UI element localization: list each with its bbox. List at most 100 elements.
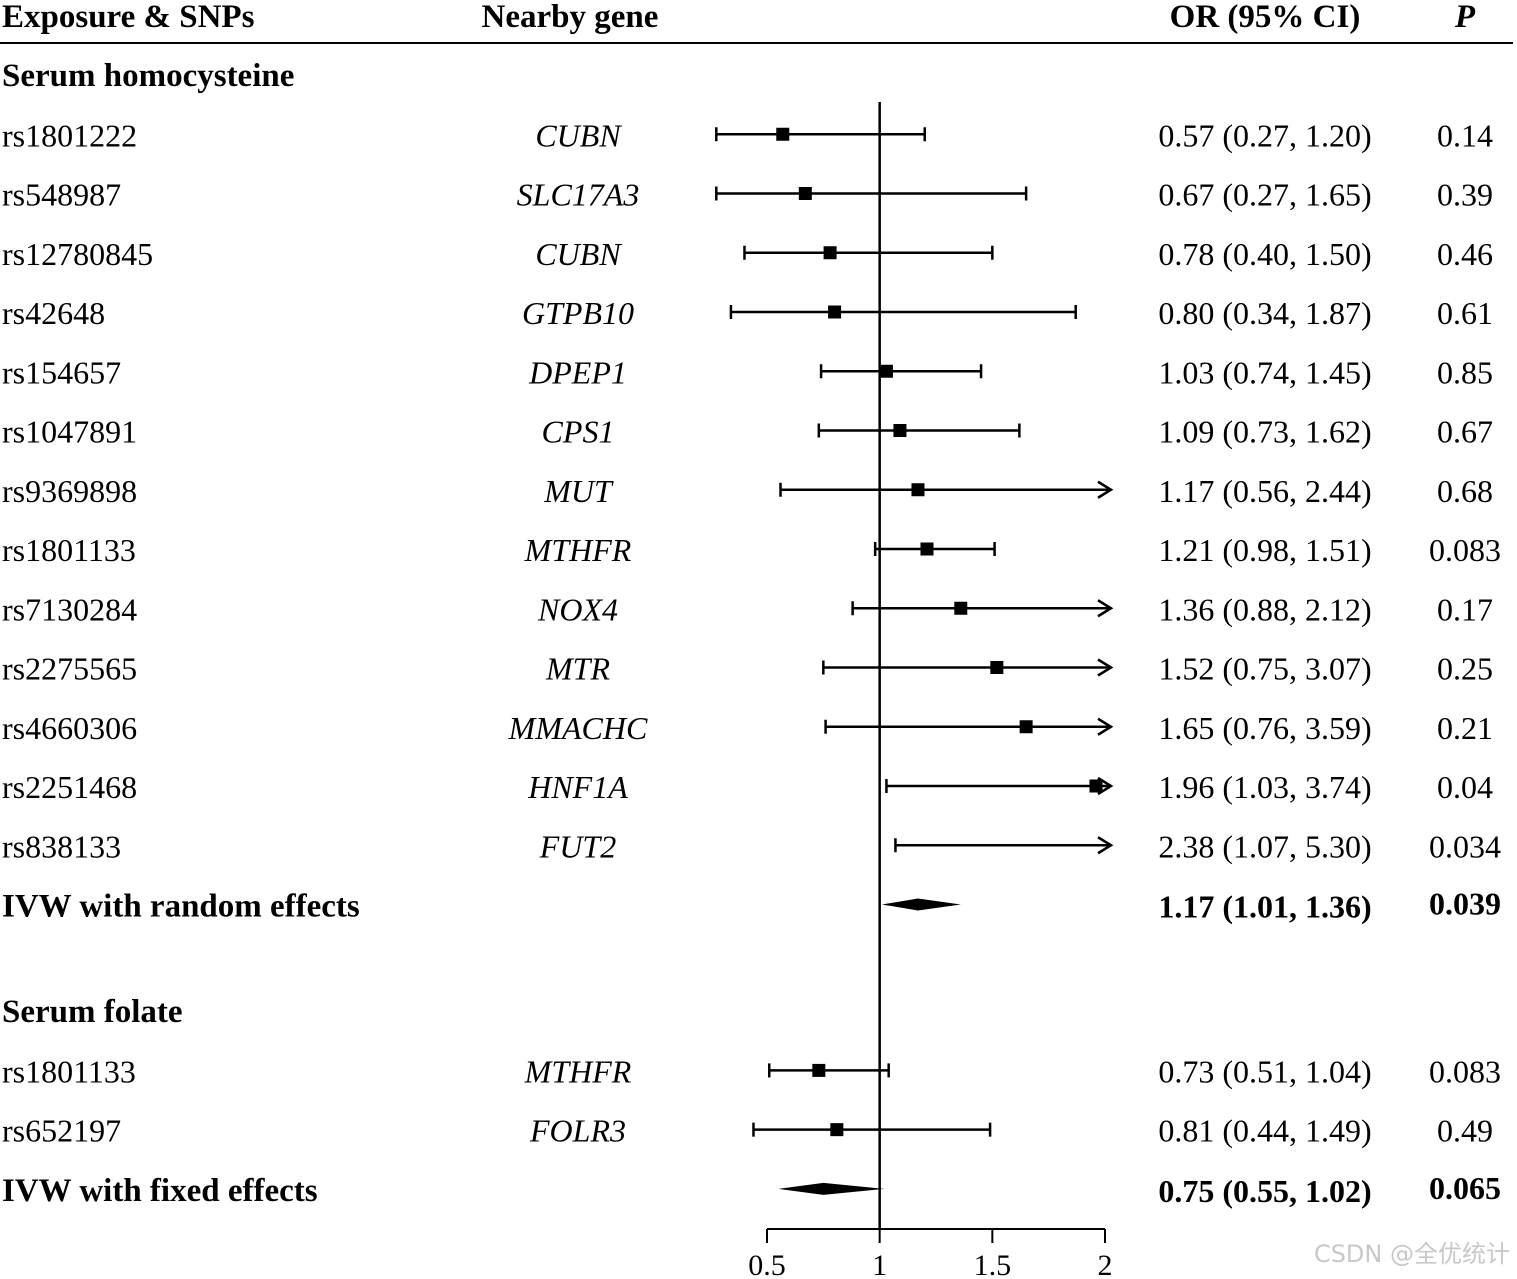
summary-label: IVW with random effects xyxy=(2,889,360,925)
or-ci-text: 0.78 (0.40, 1.50) xyxy=(1158,236,1371,272)
gene-label: CUBN xyxy=(535,236,622,272)
gene-label: MTR xyxy=(545,651,610,687)
point-estimate xyxy=(1019,720,1033,734)
summary-or-ci-text: 1.17 (1.01, 1.36) xyxy=(1158,889,1371,925)
or-ci-text: 1.52 (0.75, 3.07) xyxy=(1158,651,1371,687)
p-value: 0.39 xyxy=(1437,177,1493,213)
snp-label: rs1047891 xyxy=(2,414,137,450)
point-estimate xyxy=(954,601,968,615)
summary-p-value: 0.039 xyxy=(1429,886,1501,922)
x-axis-tick-label: 0.5 xyxy=(748,1249,786,1279)
gene-label: GTPB10 xyxy=(522,295,634,331)
gene-label: NOX4 xyxy=(537,591,618,627)
snp-label: rs548987 xyxy=(2,177,121,213)
gene-label: MTHFR xyxy=(524,532,632,568)
snp-label: rs2251468 xyxy=(2,769,137,805)
or-ci-text: 1.36 (0.88, 2.12) xyxy=(1158,591,1371,627)
snp-label: rs1801222 xyxy=(2,117,137,153)
gene-label: SLC17A3 xyxy=(517,177,640,213)
snp-label: rs1801133 xyxy=(2,1053,136,1089)
x-axis-tick-label: 1 xyxy=(872,1249,887,1279)
p-value: 0.083 xyxy=(1429,1053,1501,1089)
x-axis-tick-label: 2 xyxy=(1098,1249,1113,1279)
section-title: Serum homocysteine xyxy=(2,58,294,94)
p-value: 0.04 xyxy=(1437,769,1493,805)
or-ci-text: 0.67 (0.27, 1.65) xyxy=(1158,177,1371,213)
point-estimate xyxy=(879,364,893,378)
snp-label: rs838133 xyxy=(2,828,121,864)
p-value: 0.083 xyxy=(1429,532,1501,568)
section-title: Serum folate xyxy=(2,994,183,1030)
gene-label: MTHFR xyxy=(524,1053,632,1089)
ci-arrow xyxy=(1097,480,1114,499)
point-estimate xyxy=(920,542,934,556)
gene-label: FUT2 xyxy=(539,828,616,864)
snp-label: rs7130284 xyxy=(2,591,137,627)
point-estimate xyxy=(1089,779,1103,793)
point-estimate xyxy=(812,1063,826,1077)
p-value: 0.61 xyxy=(1437,295,1493,331)
ci-arrow xyxy=(1097,836,1114,855)
ci-arrow xyxy=(1097,717,1114,736)
or-ci-text: 0.81 (0.44, 1.49) xyxy=(1158,1113,1371,1149)
point-estimate xyxy=(823,246,837,260)
p-value: 0.034 xyxy=(1429,828,1501,864)
x-axis-tick-label: 1.5 xyxy=(974,1249,1012,1279)
or-ci-text: 1.09 (0.73, 1.62) xyxy=(1158,414,1371,450)
header-nearby-gene: Nearby gene xyxy=(482,0,659,35)
point-estimate xyxy=(776,127,790,141)
p-value: 0.49 xyxy=(1437,1113,1493,1149)
ci-arrow xyxy=(1097,658,1114,677)
or-ci-text: 1.21 (0.98, 1.51) xyxy=(1158,532,1371,568)
point-estimate xyxy=(828,305,842,319)
ci-arrow xyxy=(1097,599,1114,618)
forest-rows: Serum homocysteine rs1801222 CUBN 0.57 (0.2… xyxy=(2,58,1501,1209)
gene-label: MMACHC xyxy=(508,710,648,746)
p-value: 0.67 xyxy=(1437,414,1493,450)
gene-label: DPEP1 xyxy=(528,354,627,390)
watermark: CSDN @全优统计 xyxy=(1314,1240,1510,1268)
summary-or-ci-text: 0.75 (0.55, 1.02) xyxy=(1158,1173,1371,1209)
p-value: 0.25 xyxy=(1437,651,1493,687)
snp-label: rs1801133 xyxy=(2,532,136,568)
or-ci-text: 1.65 (0.76, 3.59) xyxy=(1158,710,1371,746)
header-p: P xyxy=(1454,0,1476,35)
snp-label: rs12780845 xyxy=(2,236,153,272)
p-value: 0.21 xyxy=(1437,710,1493,746)
p-value: 0.68 xyxy=(1437,473,1493,509)
point-estimate xyxy=(893,424,907,437)
header-or-ci: OR (95% CI) xyxy=(1170,0,1361,35)
snp-label: rs9369898 xyxy=(2,473,137,509)
p-value: 0.14 xyxy=(1437,117,1493,153)
summary-p-value: 0.065 xyxy=(1429,1170,1501,1206)
gene-label: FOLR3 xyxy=(529,1113,626,1149)
gene-label: CUBN xyxy=(535,117,622,153)
or-ci-text: 2.38 (1.07, 5.30) xyxy=(1158,828,1371,864)
gene-label: HNF1A xyxy=(527,769,628,805)
gene-label: CPS1 xyxy=(542,414,615,450)
or-ci-text: 1.17 (0.56, 2.44) xyxy=(1158,473,1371,509)
or-ci-text: 0.73 (0.51, 1.04) xyxy=(1158,1053,1371,1089)
point-estimate xyxy=(830,1123,844,1137)
snp-label: rs2275565 xyxy=(2,651,137,687)
snp-label: rs4660306 xyxy=(2,710,137,746)
summary-diamond xyxy=(778,1182,885,1195)
point-estimate xyxy=(911,483,925,497)
p-value: 0.17 xyxy=(1437,591,1493,627)
summary-diamond xyxy=(881,898,961,911)
point-estimate xyxy=(798,187,812,200)
or-ci-text: 1.03 (0.74, 1.45) xyxy=(1158,354,1371,390)
or-ci-text: 1.96 (1.03, 3.74) xyxy=(1158,769,1371,805)
x-axis: 0.5 1 1.5 2 xyxy=(748,1228,1113,1279)
summary-label: IVW with fixed effects xyxy=(2,1173,318,1209)
header-exposure: Exposure & SNPs xyxy=(2,0,255,35)
gene-label: MUT xyxy=(543,473,614,509)
p-value: 0.85 xyxy=(1437,354,1493,390)
snp-label: rs652197 xyxy=(2,1113,121,1149)
p-value: 0.46 xyxy=(1437,236,1493,272)
or-ci-text: 0.80 (0.34, 1.87) xyxy=(1158,295,1371,331)
snp-label: rs42648 xyxy=(2,295,105,331)
or-ci-text: 0.57 (0.27, 1.20) xyxy=(1158,117,1371,153)
point-estimate xyxy=(990,661,1004,674)
